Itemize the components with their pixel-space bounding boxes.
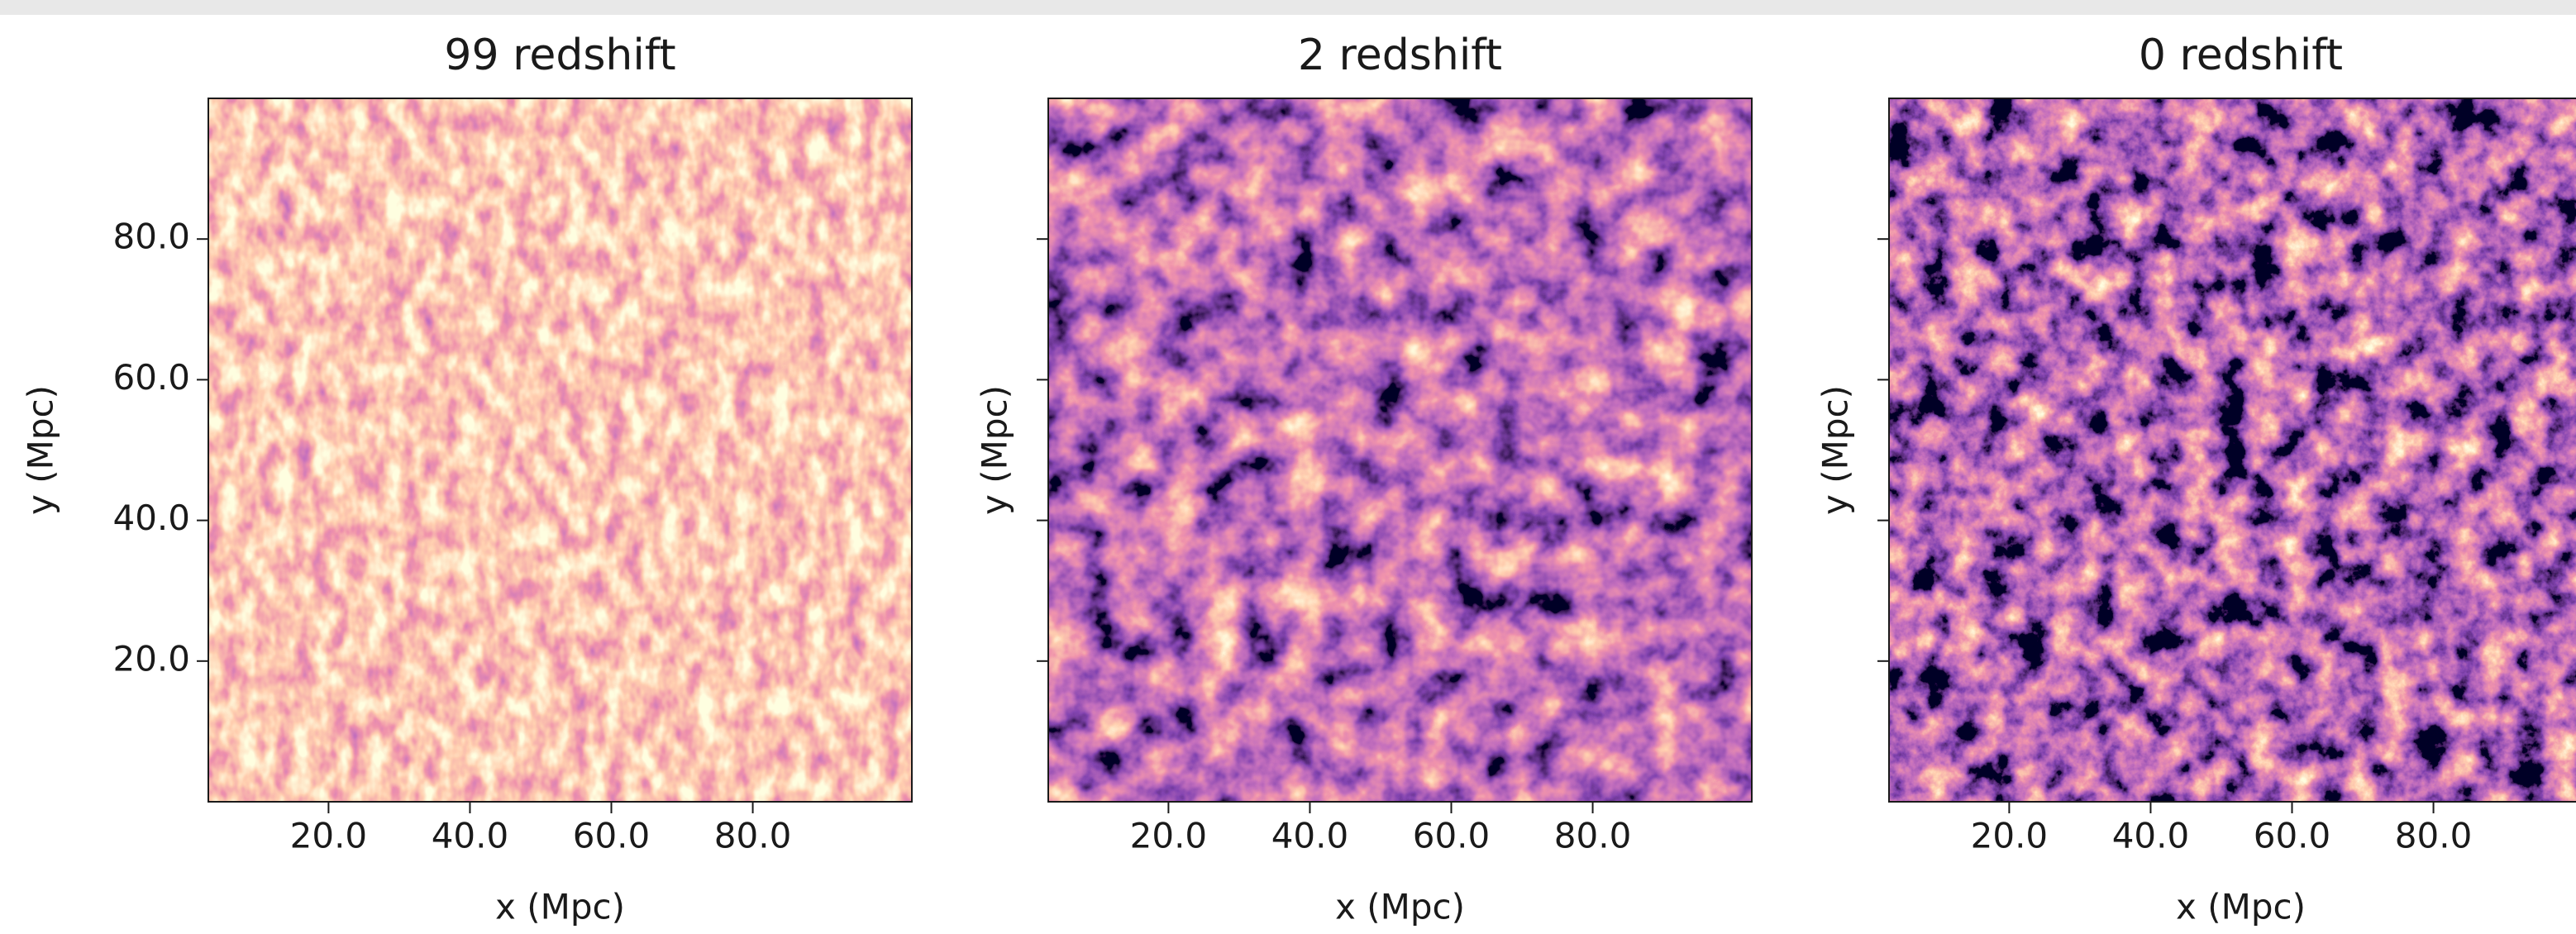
panel-title: 99 redshift bbox=[444, 31, 675, 80]
y-axis-label: y (Mpc) bbox=[975, 385, 1015, 515]
density-image bbox=[1889, 98, 2576, 802]
axes-frame bbox=[1047, 98, 1753, 803]
x-tick-label: 60.0 bbox=[2254, 816, 2331, 856]
y-axis-label: y (Mpc) bbox=[21, 385, 61, 515]
density-image bbox=[208, 98, 912, 802]
x-axis-label: x (Mpc) bbox=[2176, 887, 2306, 927]
y-axis-label: y (Mpc) bbox=[1815, 385, 1856, 515]
x-tick-label: 40.0 bbox=[2112, 816, 2190, 856]
x-tick-label: 20.0 bbox=[290, 816, 368, 856]
x-axis-label: x (Mpc) bbox=[1335, 887, 1465, 927]
x-tick-label: 20.0 bbox=[1130, 816, 1208, 856]
top-bar bbox=[0, 0, 2576, 15]
y-tick-label: 80.0 bbox=[112, 217, 190, 257]
y-tick-label: 60.0 bbox=[112, 357, 190, 398]
x-tick-label: 80.0 bbox=[714, 816, 792, 856]
x-tick-label: 80.0 bbox=[2395, 816, 2473, 856]
y-tick-label: 40.0 bbox=[112, 498, 190, 538]
x-tick-label: 60.0 bbox=[573, 816, 651, 856]
x-tick-label: 20.0 bbox=[1971, 816, 2049, 856]
x-tick-label: 80.0 bbox=[1554, 816, 1632, 856]
axes-frame bbox=[1888, 98, 2576, 803]
density-image bbox=[1048, 98, 1752, 802]
panel-title: 0 redshift bbox=[2139, 31, 2343, 80]
y-tick-label: 20.0 bbox=[112, 638, 190, 679]
x-axis-label: x (Mpc) bbox=[495, 887, 625, 927]
x-tick-label: 60.0 bbox=[1413, 816, 1491, 856]
x-tick-label: 40.0 bbox=[1271, 816, 1349, 856]
x-tick-label: 40.0 bbox=[432, 816, 509, 856]
panel-title: 2 redshift bbox=[1298, 31, 1502, 80]
axes-frame bbox=[208, 98, 913, 803]
